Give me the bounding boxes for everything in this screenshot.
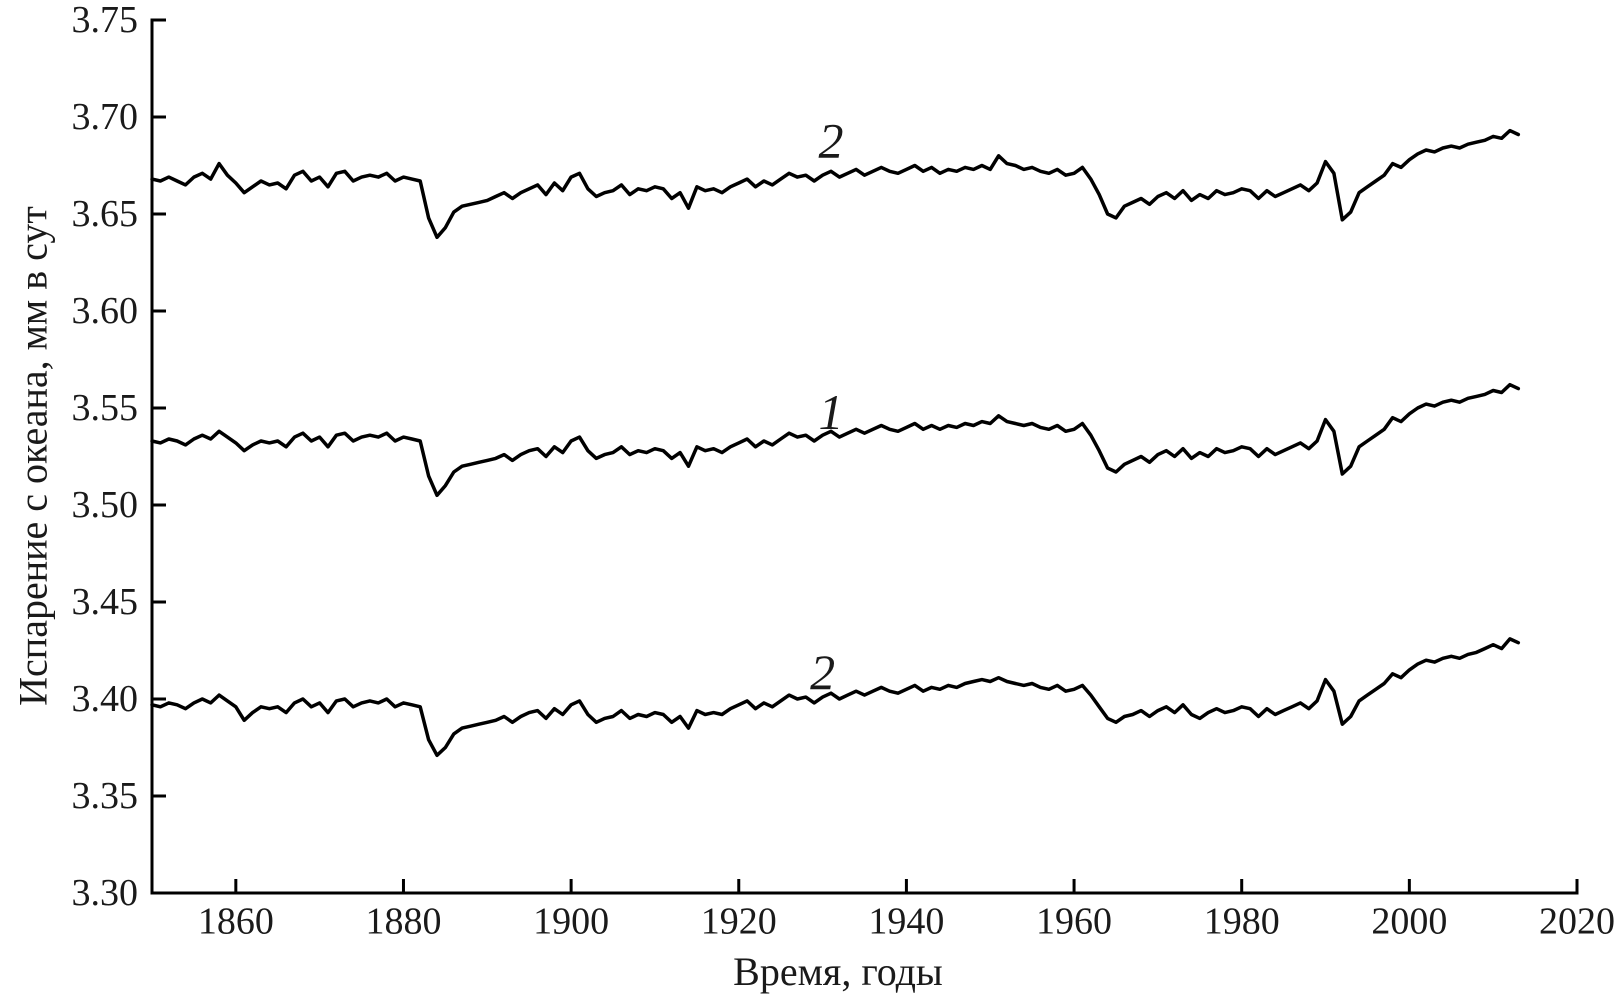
series-line-curve-2-upper: [150, 128, 1521, 240]
y-tick-label: 3.55: [72, 387, 139, 429]
y-tick-label: 3.70: [72, 96, 139, 138]
series-label-curve-2-upper: 2: [818, 112, 843, 168]
y-tick-label: 3.45: [72, 581, 139, 623]
y-tick-label: 3.50: [72, 484, 139, 526]
y-tick-label: 3.40: [72, 678, 139, 720]
x-tick-label: 1940: [868, 900, 944, 942]
series-line-curve-1-middle: [150, 382, 1521, 498]
series-label-curve-2-lower: 2: [810, 644, 835, 700]
y-tick-label: 3.75: [72, 0, 139, 41]
axis-frame: [150, 18, 1579, 895]
y-tick-label: 3.60: [72, 290, 139, 332]
x-tick-label: 1960: [1036, 900, 1112, 942]
x-tick-label: 1900: [533, 900, 609, 942]
x-tick-label: 1920: [701, 900, 777, 942]
x-tick-label: 1980: [1204, 900, 1280, 942]
x-tick-label: 2020: [1539, 900, 1615, 942]
x-tick-label: 2000: [1371, 900, 1447, 942]
y-axis-title: Испарение с океана, мм в сут: [10, 206, 56, 706]
y-tick-label: 3.30: [72, 872, 139, 914]
x-tick-label: 1880: [365, 900, 441, 942]
series-label-curve-1-middle: 1: [818, 384, 843, 440]
series-line-curve-2-lower: [150, 637, 1521, 758]
y-tick-label: 3.35: [72, 775, 139, 817]
y-tick-label: 3.65: [72, 193, 139, 235]
x-axis-title: Время, годы: [733, 949, 943, 994]
x-tick-label: 1860: [198, 900, 274, 942]
